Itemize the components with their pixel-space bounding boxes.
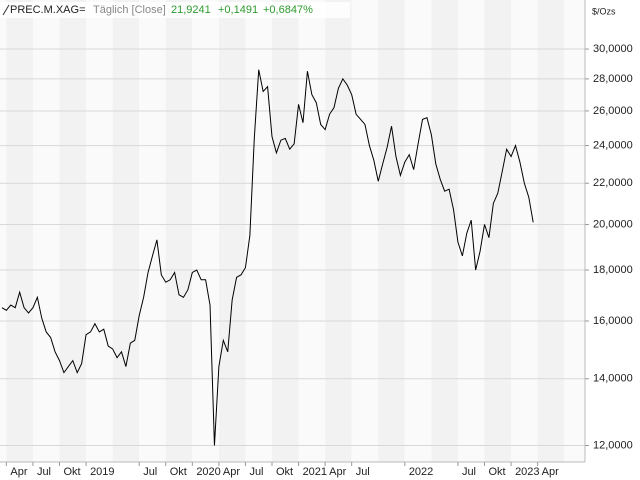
instrument: PREC.M.XAG= [10, 4, 86, 16]
quarter-band [6, 0, 33, 462]
y-tick-label: 14,0000 [593, 373, 633, 385]
y-tick-label: 24,0000 [593, 139, 633, 151]
x-tick-label: 2019 [90, 466, 114, 478]
quarter-band [218, 0, 246, 462]
quarter-band [378, 0, 405, 462]
x-tick-label: Okt [276, 466, 293, 478]
quarter-band [165, 0, 193, 462]
x-tick-label: Apr [542, 466, 559, 478]
quarter-band [351, 0, 379, 462]
y-tick-label: 20,0000 [593, 218, 633, 230]
header: PREC.M.XAG= Täglich [Close] 21,9241 +0,1… [0, 2, 350, 18]
quarter-band [431, 0, 458, 462]
x-tick-label: Okt [170, 466, 187, 478]
x-tick-label: Jul [356, 466, 370, 478]
x-tick-label: Okt [489, 466, 506, 478]
quarter-band [112, 0, 140, 462]
x-tick-label: 2023 [515, 466, 539, 478]
change: +0,1491 [218, 4, 258, 16]
x-tick-label: Jul [143, 466, 157, 478]
quarter-band [325, 0, 352, 462]
quarter-band [59, 0, 87, 462]
background-bands [0, 0, 585, 462]
quarter-band [32, 0, 60, 462]
quarter-band [245, 0, 273, 462]
quarter-band [511, 0, 538, 462]
x-tick-label: Jul [249, 466, 263, 478]
x-tick-label: Jul [37, 466, 51, 478]
right-axis-panel [585, 0, 640, 480]
axes: 12,0000 14,0000 16,0000 18,0000 20,0000 22,00… [5, 43, 633, 478]
x-tick-label: Jul [462, 466, 476, 478]
change-pct: +0,6847% [263, 4, 313, 16]
quarter-band [457, 0, 485, 462]
quarter-band [192, 0, 219, 462]
quarter-band [484, 0, 512, 462]
x-tick-label: 2021 [303, 466, 327, 478]
quarter-band [0, 0, 7, 462]
bottom-axis-panel [0, 462, 640, 480]
y-tick-label: 30,0000 [593, 43, 633, 55]
quarter-band [404, 0, 432, 462]
period: Täglich [Close] [93, 4, 166, 16]
x-tick-label: 2022 [409, 466, 433, 478]
chart-icon [2, 4, 10, 16]
quarter-band [298, 0, 326, 462]
x-tick-label: 2020 [196, 466, 220, 478]
y-tick-label: 18,0000 [593, 264, 633, 276]
plot [1, 69, 534, 446]
y-tick-label: 12,0000 [593, 439, 633, 451]
last-value: 21,9241 [171, 4, 211, 16]
quarter-band [139, 0, 166, 462]
quarter-band [86, 0, 113, 462]
y-tick-label: 22,0000 [593, 177, 633, 189]
x-tick-label: Apr [223, 466, 240, 478]
y-tick-label: 28,0000 [593, 73, 633, 85]
quarter-band [537, 0, 565, 462]
y-axis-unit: $/Ozs [592, 6, 616, 16]
header-bg [0, 2, 350, 18]
price-line [1, 69, 534, 446]
quarter-band [272, 0, 299, 462]
grid [0, 48, 585, 446]
x-tick-label: Apr [329, 466, 346, 478]
y-tick-label: 26,0000 [593, 105, 633, 117]
quarter-band [564, 0, 585, 462]
x-tick-label: Okt [64, 466, 81, 478]
x-tick-label: Apr [10, 466, 27, 478]
y-tick-label: 16,0000 [593, 315, 633, 327]
